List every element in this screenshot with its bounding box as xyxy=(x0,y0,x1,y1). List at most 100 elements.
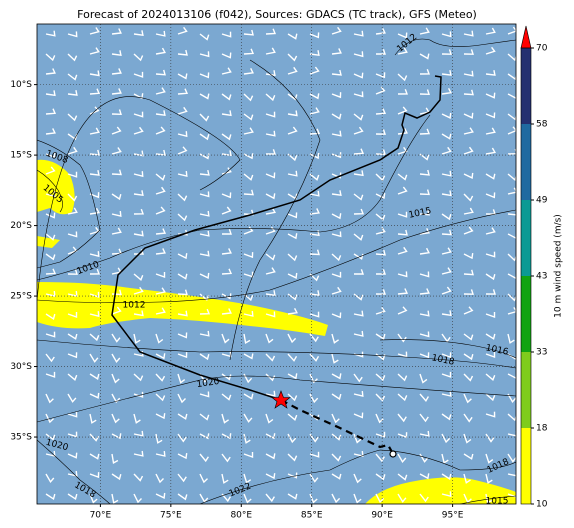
wind-barb xyxy=(353,412,364,419)
wind-barb xyxy=(133,190,144,197)
wind-barb xyxy=(375,431,386,438)
wind-barb xyxy=(485,373,496,381)
wind-barb xyxy=(133,273,144,281)
wind-barb xyxy=(353,351,364,358)
wind-barb xyxy=(441,87,452,95)
wind-barb xyxy=(177,373,186,384)
wind-barb xyxy=(441,413,452,421)
wind-barb xyxy=(133,111,144,118)
y-tick-label: 20°S xyxy=(10,221,32,231)
wind-barb xyxy=(89,493,98,504)
wind-barb xyxy=(375,227,386,235)
wind-barb xyxy=(221,206,232,215)
colorbar-tick-label: 10 xyxy=(536,500,548,510)
wind-barb xyxy=(221,110,232,117)
wind-barb xyxy=(265,253,276,261)
wind-barb xyxy=(441,112,452,119)
wind-barb xyxy=(441,146,452,155)
wind-barb xyxy=(243,310,254,317)
wind-barb xyxy=(507,373,516,379)
wind-barb xyxy=(287,212,298,219)
wind-barb xyxy=(419,227,430,235)
wind-barb xyxy=(265,193,276,200)
wind-barb xyxy=(463,353,474,361)
wind-barb xyxy=(507,453,516,463)
wind-barb xyxy=(221,31,232,38)
wind-barb xyxy=(287,393,298,402)
wind-barb xyxy=(67,269,78,275)
wind-barb xyxy=(265,453,276,460)
wind-barb xyxy=(199,72,210,79)
isobar-label: 1012 xyxy=(123,301,146,311)
wind-barb xyxy=(353,330,364,337)
wind-barb xyxy=(177,213,188,222)
wind-barb xyxy=(243,67,254,75)
wind-barb xyxy=(89,251,100,258)
wind-barb xyxy=(89,127,100,135)
wind-barb xyxy=(463,453,474,460)
wind-barb xyxy=(287,110,298,117)
wind-barb xyxy=(243,93,254,102)
wind-barb xyxy=(463,30,474,37)
wind-barb xyxy=(45,53,56,62)
wind-barb xyxy=(67,31,78,38)
wind-barb xyxy=(133,310,144,317)
wind-barb xyxy=(309,32,320,39)
wind-barb xyxy=(67,411,78,418)
wind-barb xyxy=(419,89,430,96)
wind-barb xyxy=(419,189,430,196)
wind-barb xyxy=(397,211,408,218)
wind-barb xyxy=(287,93,298,101)
wind-barb xyxy=(133,413,141,424)
wind-barb xyxy=(67,73,78,81)
wind-barb xyxy=(397,128,408,135)
wind-barb xyxy=(111,333,121,343)
wind-barb xyxy=(67,352,78,359)
wind-barb xyxy=(155,228,167,235)
wind-barb xyxy=(177,413,188,420)
wind-barb xyxy=(133,171,144,178)
wind-barb xyxy=(353,91,364,98)
wind-barb xyxy=(155,126,166,135)
wind-barb xyxy=(221,167,232,175)
wind-barb xyxy=(177,352,188,359)
wind-barb xyxy=(243,293,254,302)
wind-barb xyxy=(331,333,339,344)
wind-barb xyxy=(265,390,276,397)
wind-barb xyxy=(441,473,452,481)
wind-barb xyxy=(133,208,144,215)
wind-barb xyxy=(67,193,78,202)
wind-barb xyxy=(441,352,452,359)
wind-barb xyxy=(177,453,188,460)
wind-barb xyxy=(397,173,408,181)
wind-barb xyxy=(287,66,298,75)
wind-barb xyxy=(441,49,452,55)
wind-barb xyxy=(111,211,122,218)
wind-barb xyxy=(309,50,320,57)
wind-barb xyxy=(155,30,166,37)
wind-barb xyxy=(177,171,188,178)
wind-barb xyxy=(265,493,275,503)
colorbar-label: 10 m wind speed (m/s) xyxy=(554,214,564,318)
wind-barb xyxy=(177,332,188,339)
wind-barb xyxy=(221,293,232,300)
wind-barb xyxy=(485,127,496,135)
wind-barb xyxy=(45,371,56,378)
wind-barb xyxy=(463,193,474,202)
wind-barb xyxy=(287,33,298,40)
wind-barb xyxy=(507,187,516,195)
wind-barb xyxy=(221,453,231,463)
wind-barb xyxy=(331,69,342,76)
wind-barb xyxy=(133,373,144,382)
wind-barb xyxy=(353,72,364,79)
wind-barb xyxy=(287,472,298,479)
wind-barb xyxy=(265,473,276,480)
wind-barb xyxy=(155,393,166,402)
wind-barb xyxy=(111,109,122,116)
wind-barb xyxy=(397,146,408,155)
wind-barb xyxy=(199,353,210,361)
x-tick-label: 70°E xyxy=(90,511,112,521)
wind-barb xyxy=(419,393,430,402)
wind-barb xyxy=(155,473,165,484)
wind-barb xyxy=(67,493,78,501)
